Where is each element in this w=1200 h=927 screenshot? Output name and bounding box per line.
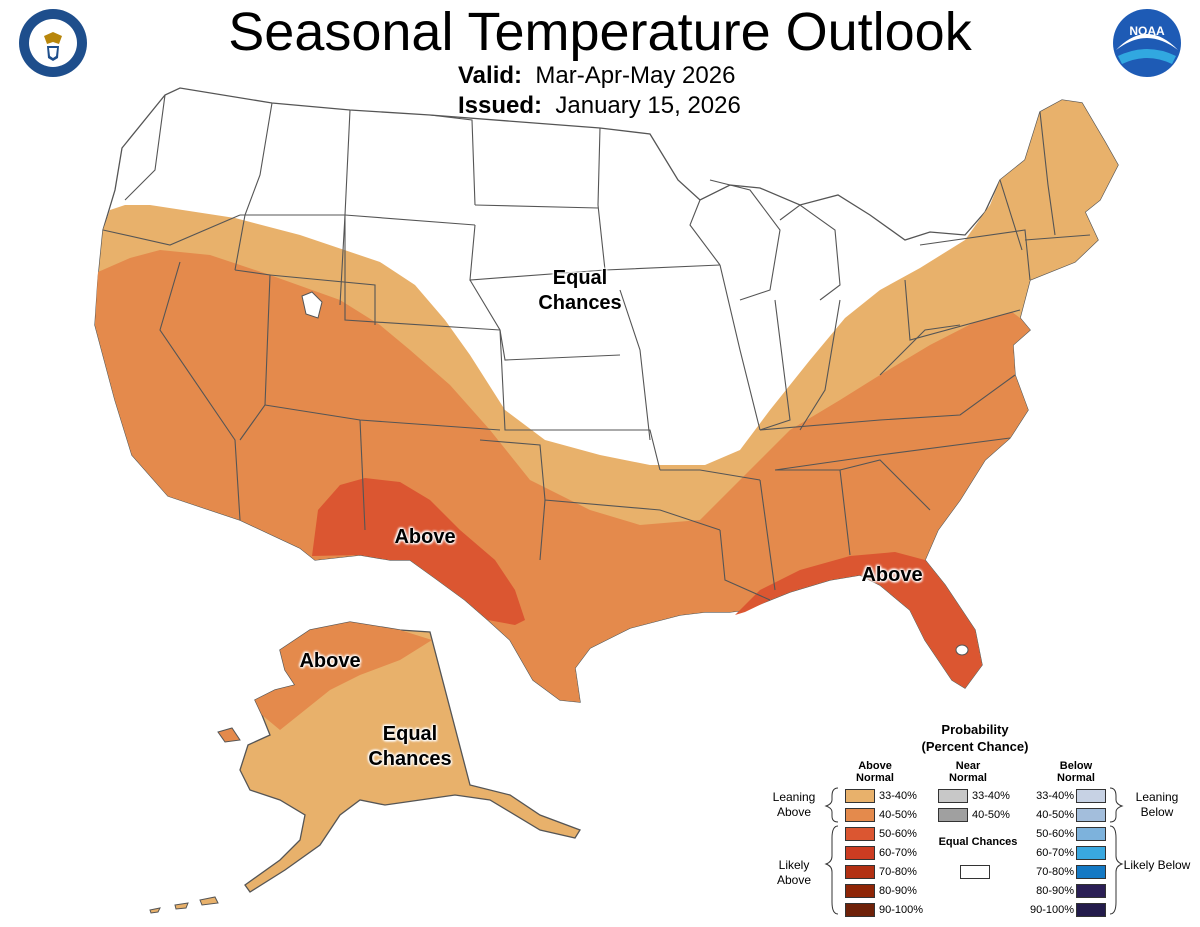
above-swatch-6 (845, 884, 875, 898)
below-range-label-2: 40-50% (1036, 809, 1074, 821)
legend-subtitle: (Percent Chance) (921, 739, 1029, 754)
legend-title: Probability (941, 722, 1009, 737)
great-salt-lake (301, 291, 323, 319)
below-swatch-6 (1076, 884, 1106, 898)
below-range-label-7: 90-100% (1030, 904, 1075, 916)
above-swatch-4 (845, 846, 875, 860)
state-boundaries (102, 94, 1091, 601)
below-swatch-7 (1076, 903, 1106, 917)
above-range-label-5: 70-80% (879, 866, 917, 878)
issued-line: Issued: January 15, 2026 (458, 92, 741, 120)
equal-chances-header: Equal Chances (938, 836, 1018, 848)
below-swatch-1 (1076, 789, 1106, 803)
valid-label: Valid: (458, 62, 523, 89)
near-range-label-1: 33-40% (972, 790, 1010, 802)
valid-value: Mar-Apr-May 2026 (535, 62, 736, 89)
near-swatch-2 (938, 808, 968, 822)
equal-chances-swatch (960, 865, 990, 879)
above-swatch-5 (845, 865, 875, 879)
leaning-below-label: Leaning Below (1135, 790, 1179, 819)
southwest-above-label: Above (394, 526, 456, 548)
above-range-label-3: 50-60% (879, 828, 917, 840)
above-range-label-1: 33-40% (879, 790, 917, 802)
likely-above-label: Likely Above (776, 858, 812, 887)
above-range-label-4: 60-70% (879, 847, 917, 859)
florida-above-label: Above (861, 564, 923, 586)
alaska-islands-chain (149, 896, 219, 914)
near-swatch-1 (938, 789, 968, 803)
noaa-logo-icon: NOAA (1113, 9, 1181, 77)
leaning-above-label: Leaning Above (772, 790, 816, 819)
above-swatch-7 (845, 903, 875, 917)
below-swatch-4 (1076, 846, 1106, 860)
alaska-equal-chances-label: Equal Chances (368, 723, 452, 770)
alaska-above-label: Above (299, 650, 361, 672)
below-swatch-5 (1076, 865, 1106, 879)
likely-below-label: Likely Below (1123, 858, 1191, 872)
above-range-label-2: 40-50% (879, 809, 917, 821)
alaska-above-region (255, 622, 432, 730)
below-range-label-6: 80-90% (1036, 885, 1074, 897)
conus-equal-chances-label: Equal Chances (538, 267, 622, 314)
above-range-label-6: 80-90% (879, 885, 917, 897)
below-brace-icon (1109, 787, 1124, 915)
department-of-commerce-seal-icon (19, 9, 87, 77)
below-normal-header: Below Normal (1057, 760, 1095, 784)
above-normal-header: Above Normal (856, 760, 894, 784)
page-title: Seasonal Temperature Outlook (228, 2, 972, 62)
above-range-label-7: 90-100% (879, 904, 924, 916)
issued-label: Issued: (458, 92, 543, 119)
below-range-label-4: 60-70% (1036, 847, 1074, 859)
above-swatch-1 (845, 789, 875, 803)
above-swatch-2 (845, 808, 875, 822)
near-normal-header: Near Normal (949, 760, 987, 784)
alaska-island-1 (217, 727, 241, 743)
above-50-60-florida (735, 552, 982, 688)
near-range-label-2: 40-50% (972, 809, 1010, 821)
below-range-label-5: 70-80% (1036, 866, 1074, 878)
issued-value: January 15, 2026 (555, 92, 741, 119)
above-swatch-3 (845, 827, 875, 841)
noaa-logo-text: NOAA (1129, 24, 1165, 38)
below-range-label-1: 33-40% (1036, 790, 1074, 802)
below-range-label-3: 50-60% (1036, 828, 1074, 840)
valid-line: Valid: Mar-Apr-May 2026 (458, 62, 735, 90)
lake-okeechobee (955, 644, 969, 656)
below-swatch-2 (1076, 808, 1106, 822)
above-brace-icon (824, 787, 839, 915)
below-swatch-3 (1076, 827, 1106, 841)
above-50-60-southwest (312, 478, 525, 625)
